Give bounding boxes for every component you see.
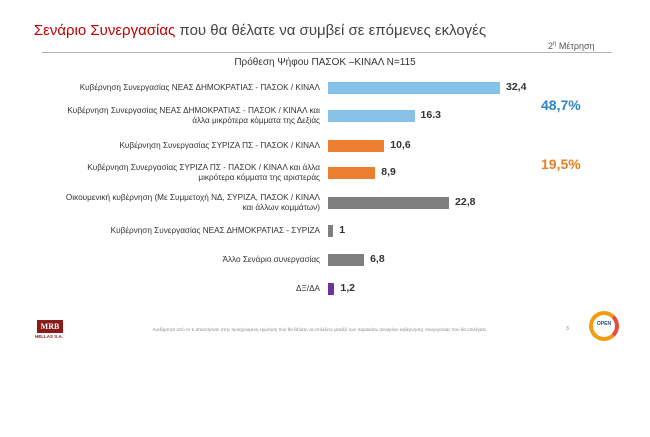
mrb-logo-subtitle: HELLAS S.A. [35,334,64,339]
bar [328,225,334,237]
group-total-blue: 48,7% [541,97,581,113]
category-label: Κυβέρνηση Συνεργασίας ΝΕΑΣ ΔΗΜΟΚΡΑΤΙΑΣ -… [30,83,320,93]
category-label-line: Κυβέρνηση Συνεργασίας ΣΥΡΙΖΑ ΠΣ - ΠΑΣΟΚ … [87,163,320,172]
category-label-line: Κυβέρνηση Συνεργασίας ΝΕΑΣ ΔΗΜΟΚΡΑΤΙΑΣ -… [67,106,320,115]
value-label: 1 [339,224,346,236]
title-divider [42,52,612,53]
open-logo-text: OPEN [596,321,612,327]
value-label: 1,2 [340,282,355,294]
category-label-line: Κυβέρνηση Συνεργασίας ΝΕΑΣ ΔΗΜΟΚΡΑΤΙΑΣ -… [110,226,320,235]
category-label-line: άλλα μικρότερα κόμματα της Δεξιάς [192,116,320,125]
page-number: 3 [566,326,569,332]
badge-superscript: η [553,41,557,47]
category-label-line: μικρότερα κόμματα της αριστεράς [198,173,320,182]
bar [328,167,376,179]
category-label-line: και άλλων κομμάτων) [242,203,320,212]
bar [328,82,500,94]
question-footnote: Ανεξάρτητα από το τι απαντήσατε στην προ… [152,327,488,332]
category-label: Κυβέρνηση Συνεργασίας ΝΕΑΣ ΔΗΜΟΚΡΑΤΙΑΣ -… [30,106,320,126]
value-label: 8,9 [381,166,396,178]
title-rest: που θα θέλατε να συμβεί σε επόμενες εκλο… [175,22,487,39]
category-label: Κυβέρνηση Συνεργασίας ΝΕΑΣ ΔΗΜΟΚΡΑΤΙΑΣ -… [30,226,320,236]
mrb-logo: MRB [37,320,63,333]
category-label: Οικουμενική κυβέρνηση (Με Συμμετοχή ΝΔ, … [30,193,320,213]
category-label-line: Κυβέρνηση Συνεργασίας ΝΕΑΣ ΔΗΜΟΚΡΑΤΙΑΣ -… [79,83,320,92]
value-label: 16.3 [420,109,441,121]
category-label: Κυβέρνηση Συνεργασίας ΣΥΡΙΖΑ ΠΣ - ΠΑΣΟΚ … [30,141,320,151]
category-label-line: Κυβέρνηση Συνεργασίας ΣΥΡΙΖΑ ΠΣ - ΠΑΣΟΚ … [119,141,320,150]
category-label: Κυβέρνηση Συνεργασίας ΣΥΡΙΖΑ ΠΣ - ΠΑΣΟΚ … [30,163,320,183]
category-label: ΔΞ/ΔΑ [30,284,320,294]
category-label: Άλλο Σενάριο συνεργασίας [30,255,320,265]
value-label: 32,4 [506,81,527,93]
chart-title: Σενάριο Συνεργασίας που θα θέλατε να συμ… [0,22,520,39]
open-logo-ring [589,311,619,341]
category-label-line: ΔΞ/ΔΑ [296,284,320,293]
value-label: 6,8 [370,253,385,265]
chart-subtitle: Πρόθεση Ψήφου ΠΑΣΟΚ –ΚΙΝΑΛ Ν=115 [234,57,416,68]
title-highlight: Σενάριο Συνεργασίας [33,22,176,39]
badge-number: 2 [548,41,554,51]
badge-text: Μέτρηση [556,41,595,51]
value-label: 22,8 [455,196,476,208]
bar [328,197,450,209]
category-label-line: Άλλο Σενάριο συνεργασίας [222,255,320,264]
bar [328,110,415,122]
group-total-orange: 19,5% [541,156,581,172]
bar [328,140,385,152]
category-label-line: Οικουμενική κυβέρνηση (Με Συμμετοχή ΝΔ, … [65,193,320,202]
measurement-badge: 2η Μέτρηση [548,41,595,51]
bar [328,283,335,295]
value-label: 10,6 [390,139,411,151]
bar [328,254,365,266]
